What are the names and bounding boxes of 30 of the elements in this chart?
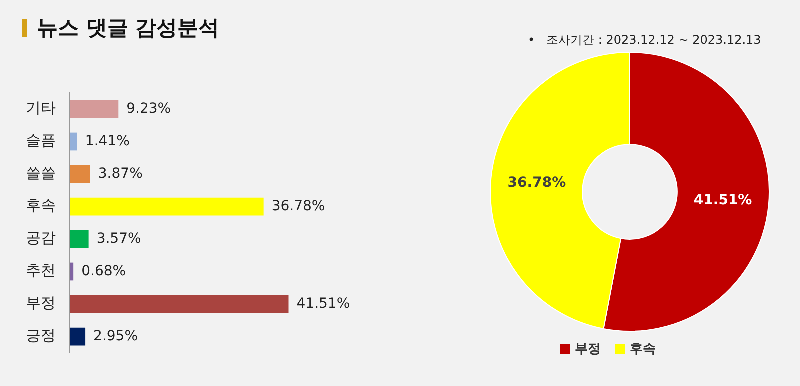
data-label: 41.51% <box>694 192 752 208</box>
data-label: 2.95% <box>94 328 138 344</box>
y-tick-label: 긍정 <box>26 326 56 345</box>
y-tick-label: 후속 <box>26 196 56 215</box>
bar <box>70 165 90 184</box>
y-tick-label: 부정 <box>26 294 56 312</box>
data-label: 9.23% <box>126 100 172 117</box>
data-label: 1.41% <box>85 133 130 150</box>
data-label: 41.51% <box>296 296 350 312</box>
y-tick-label: 추천 <box>26 262 56 280</box>
bar <box>70 132 78 151</box>
data-label: 0.68% <box>82 263 126 280</box>
bar <box>70 262 74 281</box>
y-tick-label: 공감 <box>26 229 56 248</box>
y-tick-label: 슬픔 <box>26 132 56 150</box>
data-label: 3.57% <box>96 230 142 247</box>
chart-title: 뉴스 댓글 감성분석 <box>37 15 220 42</box>
y-tick-label: 쓸쓸 <box>26 164 56 182</box>
bar <box>70 328 86 346</box>
y-tick-label: 기타 <box>26 99 56 118</box>
data-label: 3.87% <box>98 166 143 182</box>
legend-label: 후속 <box>629 341 656 358</box>
bar <box>70 295 289 314</box>
data-label: 36.78% <box>272 198 326 214</box>
bar <box>70 230 89 248</box>
text: • 조사기간 : 2023.12.12 ~ 2023.12.13 <box>528 32 762 49</box>
bar <box>70 198 264 216</box>
legend-label: 부정 <box>574 341 601 358</box>
data-label: 36.78% <box>508 174 566 191</box>
bar <box>70 100 119 118</box>
